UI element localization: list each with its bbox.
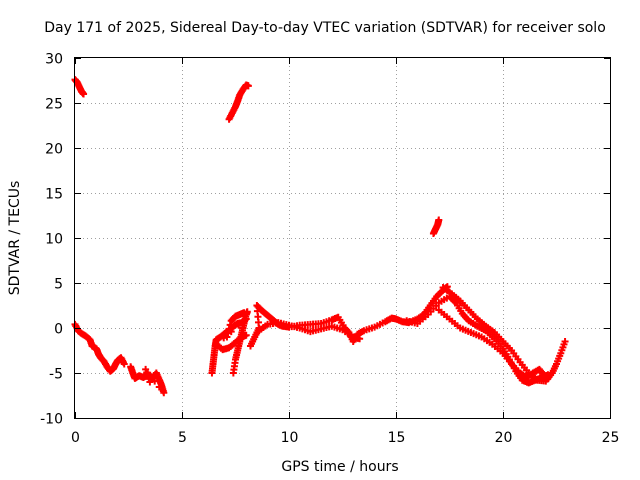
y-tick-label: 5	[54, 277, 63, 293]
series-sat-m	[439, 284, 569, 385]
grid-lines	[75, 58, 610, 418]
x-tick-label: 15	[388, 430, 406, 446]
y-tick-label: 30	[45, 52, 63, 68]
series-sat-k	[403, 293, 552, 387]
data-point	[225, 325, 233, 333]
data-point	[223, 333, 231, 341]
series-sat-g	[246, 283, 451, 350]
plot-frame	[74, 57, 611, 419]
x-axis-ticks: 0 5 10 15 20 25	[71, 58, 619, 446]
y-axis-ticks: -10 -5 0 5 10 15 20 25 30	[40, 52, 610, 428]
data-point	[224, 329, 232, 337]
series-sat-i	[429, 216, 443, 237]
y-tick-label: 20	[45, 142, 63, 158]
y-tick-label: -5	[49, 367, 63, 383]
data-point	[160, 389, 168, 397]
data-point	[80, 90, 88, 98]
series-sat-h	[225, 81, 252, 123]
series-sat-j	[255, 319, 364, 343]
y-tick-label: 25	[45, 97, 63, 113]
data-point	[243, 308, 251, 316]
x-tick-label: 10	[281, 430, 299, 446]
series-sat-b	[71, 320, 128, 375]
x-tick-label: 0	[71, 430, 80, 446]
data-point	[120, 360, 128, 368]
data-point	[155, 383, 163, 391]
chart-title: Day 171 of 2025, Sidereal Day-to-day VTE…	[44, 20, 606, 36]
x-tick-label: 20	[495, 430, 513, 446]
y-tick-label: 0	[54, 322, 63, 338]
data-point	[146, 378, 154, 386]
y-axis-label: SDTVAR / TECUs	[7, 181, 23, 296]
series-sat-l	[435, 306, 552, 382]
x-axis-label: GPS time / hours	[281, 459, 398, 475]
data-point	[561, 338, 569, 345]
series-sat-a	[71, 76, 88, 98]
data-point	[356, 335, 364, 343]
series-sat-f	[229, 308, 251, 377]
data-points	[71, 76, 569, 397]
y-tick-label: 10	[45, 232, 63, 248]
y-tick-label: -10	[40, 412, 63, 428]
data-point	[435, 216, 443, 224]
y-tick-label: 15	[45, 187, 63, 203]
data-point	[226, 321, 234, 329]
data-point	[244, 82, 252, 90]
x-tick-label: 5	[178, 430, 187, 446]
x-tick-label: 25	[602, 430, 620, 446]
series-sat-c	[127, 363, 168, 397]
